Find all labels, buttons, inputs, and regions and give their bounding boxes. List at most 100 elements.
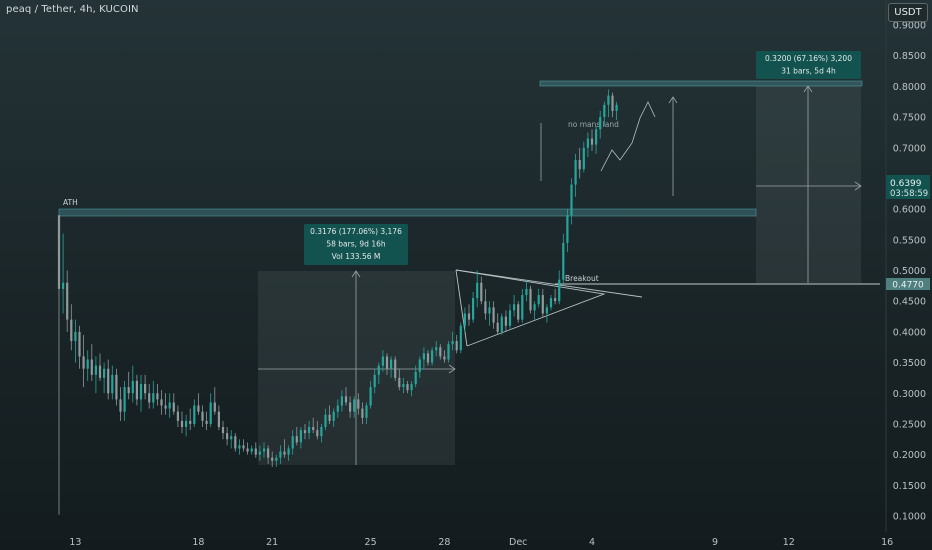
y-tick-label: 0.7500 [893, 113, 926, 124]
candle-body [484, 301, 487, 314]
candle-body [566, 215, 569, 243]
y-tick-label: 0.2500 [893, 419, 926, 430]
candle-body [172, 402, 175, 412]
line-price-tag-bg [886, 278, 930, 290]
candle-body [287, 448, 290, 455]
ath-zone [58, 208, 757, 217]
candle-body [549, 298, 553, 308]
candle-body [168, 402, 171, 409]
candle-body [361, 408, 364, 418]
y-tick-label: 0.3000 [893, 389, 926, 400]
x-tick-label: 9 [712, 537, 718, 548]
candle-body [377, 365, 380, 375]
candle-body [185, 420, 188, 428]
candle-body [217, 411, 220, 428]
candle-body [82, 356, 85, 369]
x-tick-label: 28 [438, 537, 450, 548]
candle-body [459, 325, 462, 351]
measure-label-1-line: Vol 133.56 M [332, 252, 381, 261]
candle-body [180, 420, 184, 428]
measure-box-1 [258, 271, 455, 465]
candle-body [353, 399, 356, 412]
triangle-lower-line [455, 269, 606, 347]
candle-body [373, 374, 376, 388]
candle-body [160, 399, 163, 406]
y-tick-label: 0.3500 [893, 358, 926, 369]
candle-body [86, 359, 89, 369]
candle-body [480, 282, 483, 302]
candle-body [570, 184, 573, 216]
currency-button[interactable]: USDT [888, 3, 928, 22]
candle-body [390, 359, 393, 369]
candle-body [574, 160, 577, 185]
candle-body [439, 347, 442, 357]
candle-body [533, 304, 536, 311]
candle-body [213, 402, 216, 412]
interval-label: 4h [79, 4, 93, 15]
candle-body [447, 344, 450, 360]
candle-body [537, 295, 540, 305]
candle-body [144, 384, 147, 394]
candle-body [488, 307, 491, 314]
candle-body [62, 282, 65, 289]
candle-body [451, 341, 454, 345]
measure-label-1-line: 0.3176 (177.06%) 3,176 [310, 227, 402, 236]
candle-body [435, 347, 438, 351]
candle-body [426, 353, 430, 363]
candle-body [582, 147, 585, 170]
y-tick-label: 0.4500 [893, 297, 926, 308]
last-price: 0.6399 [890, 179, 922, 189]
x-tick-label: 16 [881, 537, 893, 548]
candle-body [492, 307, 495, 323]
candle-body [312, 427, 315, 431]
candle-body [578, 160, 581, 170]
candle-body [246, 448, 249, 452]
candle-body [455, 341, 458, 351]
candle-body [525, 288, 528, 296]
candle-body [254, 448, 257, 455]
y-tick-label: 0.6000 [893, 205, 926, 216]
symbol-name: peaq / Tether [6, 4, 74, 15]
candle-body [74, 331, 77, 342]
y-tick-label: 0.1000 [893, 512, 926, 523]
candle-body [303, 430, 307, 434]
candle-body [611, 95, 614, 111]
candle-body [111, 374, 114, 394]
candle-body [385, 356, 389, 369]
candle-body [414, 371, 417, 385]
y-tick-label: 0.8000 [893, 82, 926, 93]
candle-body [90, 359, 93, 375]
candle-body [443, 356, 446, 360]
last-price-tag-bg [886, 175, 930, 199]
candle-body [139, 384, 143, 400]
line-price-tag: 0.4770 [892, 281, 924, 291]
candle-body [135, 380, 138, 400]
measure-arrow-1 [351, 270, 361, 278]
candle-body [381, 356, 384, 366]
symbol-title[interactable]: peaq / Tether, 4h, KUCOIN [6, 4, 139, 15]
y-tick-label: 0.1500 [893, 481, 926, 492]
candle-body [107, 368, 110, 394]
candle-body [406, 384, 409, 391]
measure-box-2 [756, 86, 861, 283]
candle-body [340, 396, 343, 406]
candle-body [193, 405, 196, 424]
candle-body [324, 414, 327, 428]
x-tick-label: 13 [69, 537, 81, 548]
x-tick-label: Dec [509, 537, 527, 548]
candle-body [595, 129, 598, 145]
candle-body [508, 310, 512, 326]
candle-body [316, 430, 319, 437]
candle-body [119, 399, 122, 412]
candle-body [66, 282, 69, 320]
candle-body [545, 307, 548, 314]
candle-body [258, 451, 261, 455]
candle-body [271, 457, 274, 461]
candle-body [504, 316, 507, 326]
candle-body [250, 448, 253, 452]
candle-body [365, 405, 368, 418]
candle-body [115, 374, 118, 400]
candle-body [176, 411, 179, 421]
measure-arrow-2b [854, 181, 862, 191]
